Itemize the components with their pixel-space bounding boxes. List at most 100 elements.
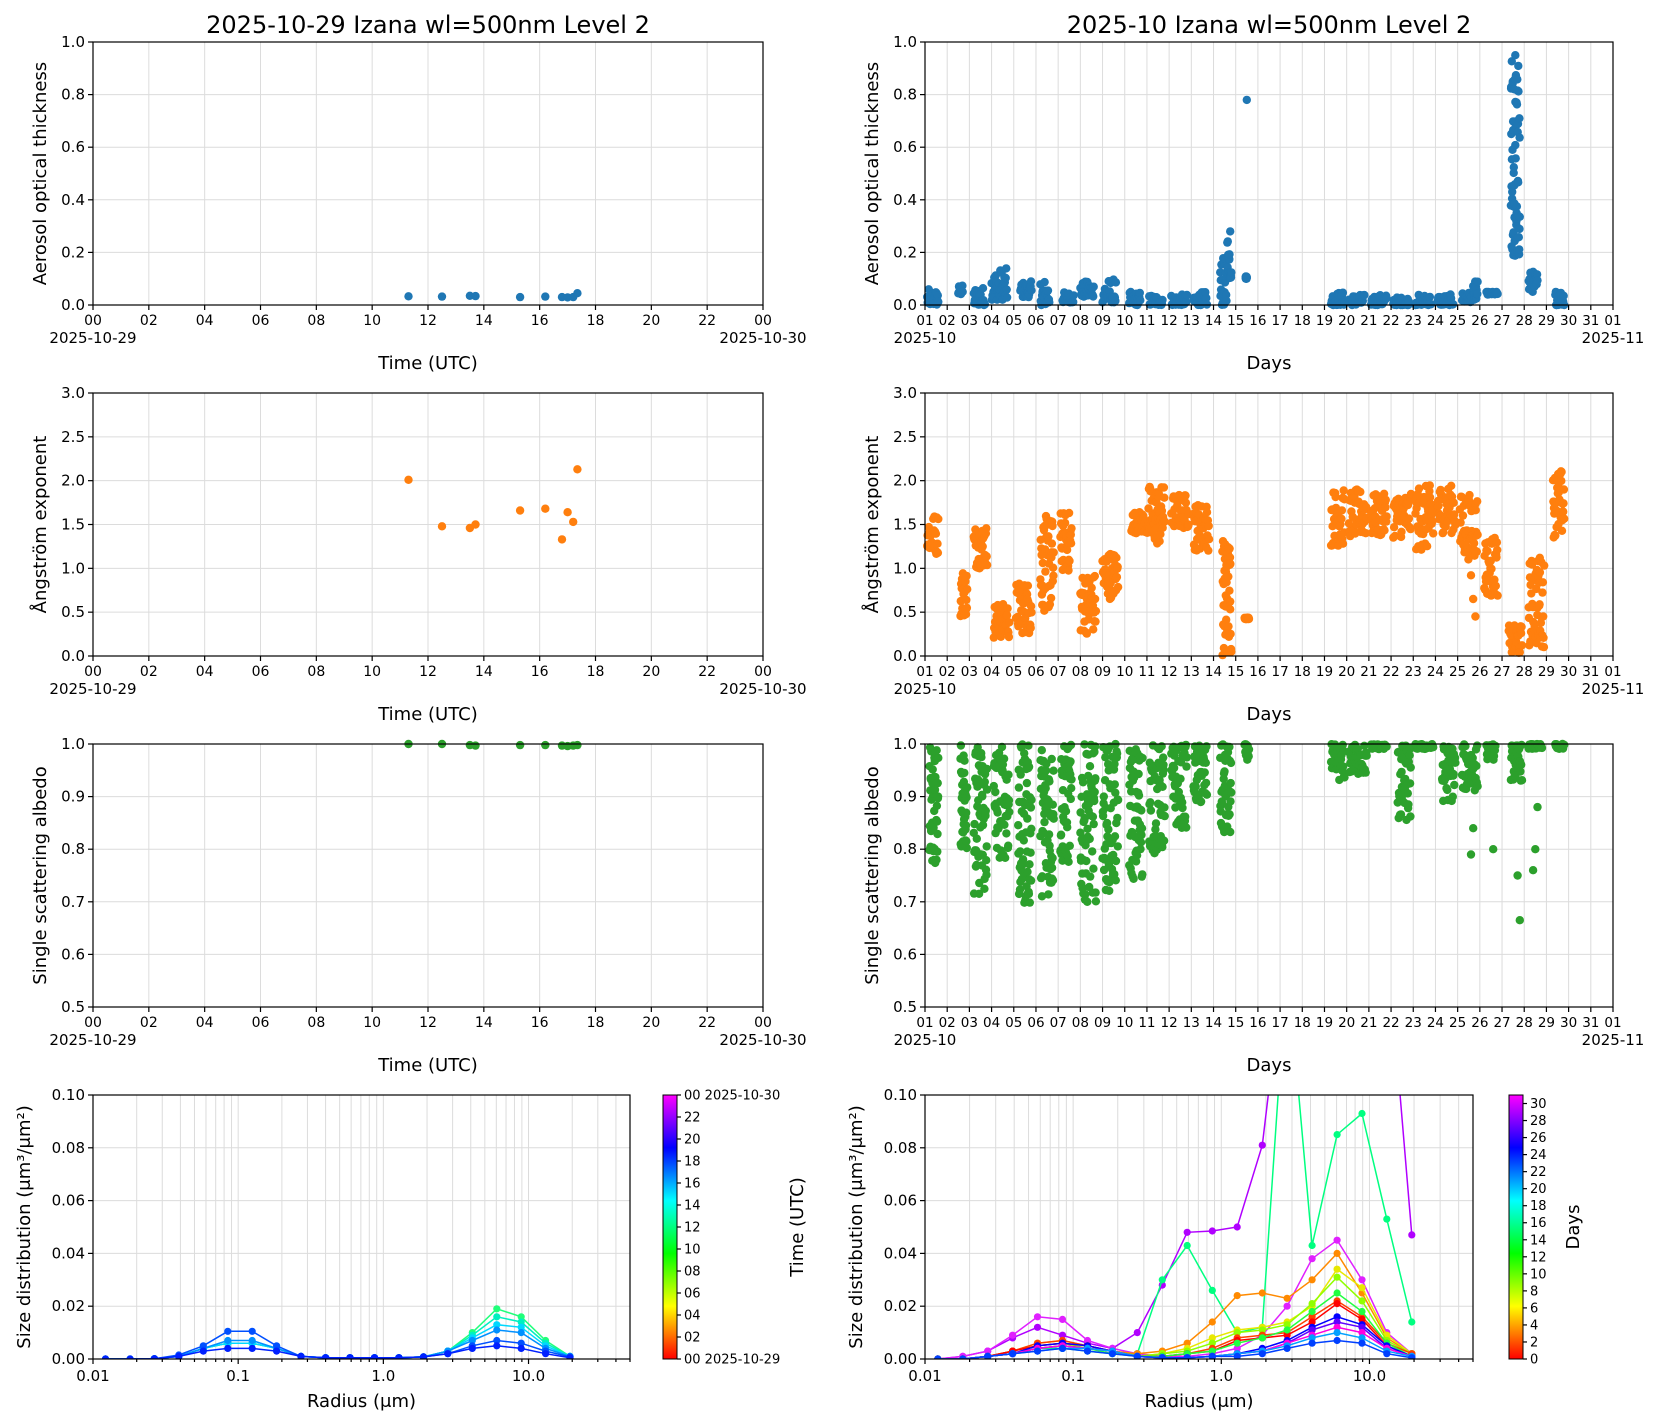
x-tick-label: 00 (754, 664, 772, 680)
data-point (1511, 51, 1520, 60)
colorbar-tick-label: 04 (684, 1309, 701, 1324)
series-point (1333, 1249, 1341, 1257)
data-point (982, 856, 991, 865)
data-point (1492, 538, 1502, 547)
y-tick-label: 1.5 (61, 516, 85, 534)
data-point (1067, 524, 1076, 533)
x-tick-label: 24 (1427, 664, 1444, 680)
series-point (1033, 1347, 1042, 1355)
y-axis-label: Single scattering albedo (30, 766, 51, 984)
data-point (1403, 789, 1413, 798)
x-tick-label: 03 (961, 1015, 978, 1031)
data-point (1026, 602, 1036, 611)
data-point (1389, 523, 1399, 532)
data-point (1361, 768, 1370, 777)
x-tick-label: 13 (1183, 313, 1200, 329)
data-point (1396, 810, 1406, 819)
x-tick-label: 00 (84, 1015, 102, 1031)
series-point (1183, 1339, 1191, 1347)
data-point (1538, 588, 1547, 597)
x-tick-label: 29 (1538, 664, 1555, 680)
panel-daily-aod: 00 02 04 06 08 10 12 14 16 18 20 22 000.00.20.40.60.… (30, 11, 807, 374)
x-tick-label: 10.0 (512, 1367, 545, 1385)
data-point (1099, 792, 1109, 801)
x-tick-label: 12 (1161, 1015, 1178, 1031)
x-tick-label: 16 (1249, 1015, 1266, 1031)
data-point (1533, 276, 1542, 285)
data-point (1159, 483, 1169, 492)
data-point (1448, 792, 1458, 801)
x-tick-label: 30 (1560, 1015, 1577, 1031)
data-point (1113, 562, 1122, 571)
series-point (1308, 1300, 1316, 1308)
series-point (1308, 1255, 1316, 1263)
colorbar-tick-label: 16 (1530, 1216, 1547, 1231)
colorbar-tick-label: 06 (684, 1287, 701, 1302)
data-point (932, 801, 942, 810)
series-point (493, 1336, 501, 1345)
data-point (1067, 784, 1076, 793)
x-tick-label: 25 (1449, 313, 1466, 329)
y-tick-label: 0.4 (61, 191, 85, 209)
data-point (1181, 812, 1190, 821)
data-point (958, 281, 967, 290)
data-point (982, 524, 991, 533)
x-tick-label: 04 (196, 313, 214, 329)
x-tick-label: 26 (1471, 664, 1488, 680)
data-point (1026, 848, 1035, 857)
colorbar-tick-label: 02 (684, 1331, 701, 1346)
series-point (984, 1347, 992, 1355)
data-point (1225, 544, 1234, 553)
x-tick-label: 27 (1493, 664, 1510, 680)
series-point (1208, 1347, 1216, 1355)
data-point (978, 820, 988, 830)
data-point (515, 292, 525, 302)
series-point (517, 1339, 525, 1347)
series-point (1358, 1339, 1366, 1347)
series-point (1233, 1339, 1241, 1347)
data-point (1225, 742, 1234, 752)
data-point (1532, 270, 1542, 279)
y-tick-label: 3.0 (893, 384, 917, 402)
data-point (928, 765, 937, 774)
data-point (1458, 511, 1468, 520)
data-point (1469, 539, 1479, 548)
data-point (982, 552, 991, 561)
data-point (933, 291, 942, 300)
series-point (1009, 1350, 1017, 1358)
data-point (1538, 578, 1548, 587)
data-point (1015, 885, 1025, 894)
colorbar-tick-label: 14 (684, 1199, 701, 1214)
data-point (932, 746, 941, 755)
x-tick-label: 19 (1316, 1015, 1333, 1031)
panel-monthly-ssa: 01 02 03 04 05 06 07 08 09 10 11 12 13 14 15 16 17 18 19 20… (862, 735, 1644, 1076)
data-point (1539, 612, 1548, 621)
data-point (1339, 762, 1348, 771)
data-point (1046, 593, 1056, 603)
data-point (933, 829, 942, 839)
panel-daily-angstrom: 00 02 04 06 08 10 12 14 16 18 20 22 000.00.51.01.52.… (29, 384, 807, 725)
data-point (1528, 866, 1538, 875)
y-tick-label: 0.5 (61, 998, 85, 1016)
y-tick-label: 1.0 (61, 559, 85, 577)
data-point (1533, 802, 1542, 812)
series (934, 1336, 1416, 1359)
data-point (1004, 770, 1013, 779)
data-point (1414, 484, 1424, 493)
data-point (1088, 847, 1097, 856)
series-point (493, 1305, 501, 1313)
x-tick-label: 14 (1205, 313, 1222, 329)
series-point (1208, 1318, 1216, 1326)
series-point (493, 1342, 501, 1350)
colorbar-tick-label: 12 (684, 1221, 701, 1236)
data-point (1138, 870, 1147, 879)
data-point (1160, 493, 1169, 502)
series-point (934, 1355, 942, 1359)
data-point (1041, 567, 1050, 576)
y-tick-label: 0.6 (893, 138, 917, 156)
series-point (517, 1323, 525, 1331)
data-point (1514, 233, 1524, 242)
y-tick-label: 0.0 (893, 296, 917, 314)
x-tick-label: 08 (307, 313, 325, 329)
panel-daily-size-distribution: 0.01 0.1 1.0 10.0 0.00 0.02 0.04 0.06 0.08 0.10 Ra… (14, 1086, 808, 1412)
